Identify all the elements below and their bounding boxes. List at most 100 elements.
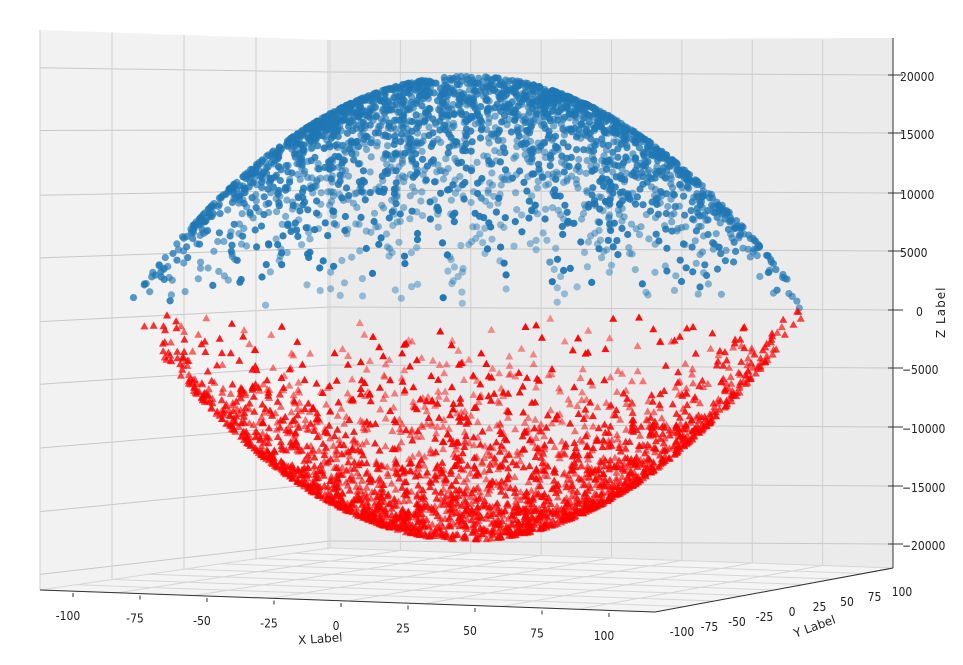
point-upper bbox=[286, 178, 294, 186]
point-lower bbox=[238, 385, 247, 393]
point-lower bbox=[550, 442, 559, 450]
point-lower bbox=[439, 444, 448, 453]
point-lower bbox=[496, 482, 505, 490]
point-upper bbox=[321, 219, 329, 227]
point-lower bbox=[331, 450, 340, 458]
point-lower bbox=[445, 513, 454, 521]
point-lower bbox=[267, 330, 276, 338]
point-lower bbox=[273, 463, 282, 471]
point-lower bbox=[326, 407, 335, 415]
point-lower bbox=[360, 425, 369, 434]
point-lower bbox=[611, 411, 620, 419]
point-lower bbox=[433, 511, 442, 520]
point-lower bbox=[398, 464, 407, 472]
point-upper bbox=[682, 264, 690, 272]
point-lower bbox=[461, 531, 470, 539]
point-lower bbox=[527, 472, 536, 481]
point-lower bbox=[415, 449, 423, 457]
point-lower bbox=[672, 421, 681, 429]
point-upper bbox=[753, 252, 761, 260]
point-upper bbox=[194, 275, 202, 283]
point-upper bbox=[388, 248, 396, 257]
point-upper bbox=[772, 266, 780, 274]
point-lower bbox=[231, 418, 240, 426]
point-lower bbox=[333, 411, 342, 419]
point-upper bbox=[460, 195, 468, 203]
point-lower bbox=[249, 392, 258, 400]
point-lower bbox=[352, 504, 361, 512]
point-lower bbox=[202, 314, 211, 322]
point-lower bbox=[332, 463, 341, 471]
point-lower bbox=[505, 450, 514, 458]
point-upper bbox=[663, 244, 671, 252]
point-upper bbox=[173, 240, 181, 248]
point-lower bbox=[259, 380, 268, 388]
point-lower bbox=[424, 413, 433, 421]
point-upper bbox=[469, 223, 477, 231]
point-lower bbox=[288, 461, 297, 469]
point-lower bbox=[355, 318, 364, 327]
point-lower bbox=[404, 507, 413, 515]
point-lower bbox=[757, 358, 766, 366]
point-lower bbox=[475, 392, 484, 401]
point-lower bbox=[529, 350, 538, 358]
point-lower bbox=[659, 446, 667, 454]
point-lower bbox=[302, 479, 311, 487]
point-upper bbox=[408, 118, 416, 126]
point-upper bbox=[437, 189, 445, 197]
point-upper bbox=[572, 133, 581, 141]
point-upper bbox=[385, 122, 393, 130]
point-upper bbox=[721, 215, 729, 223]
point-lower bbox=[163, 311, 171, 319]
point-lower bbox=[665, 444, 674, 452]
point-upper bbox=[294, 170, 302, 178]
point-upper bbox=[324, 232, 332, 240]
point-upper bbox=[511, 218, 519, 226]
point-lower bbox=[377, 492, 385, 500]
point-upper bbox=[456, 172, 464, 181]
point-lower bbox=[358, 476, 367, 484]
point-lower bbox=[390, 445, 399, 453]
point-lower bbox=[362, 493, 371, 501]
point-upper bbox=[479, 239, 487, 247]
z-grid-line bbox=[39, 540, 331, 575]
point-lower bbox=[464, 355, 473, 363]
point-upper bbox=[454, 273, 462, 281]
point-upper bbox=[539, 229, 547, 237]
point-lower bbox=[466, 492, 475, 500]
point-upper bbox=[367, 228, 375, 236]
point-upper bbox=[327, 134, 335, 142]
point-upper bbox=[409, 173, 417, 181]
point-lower bbox=[570, 383, 579, 391]
point-upper bbox=[713, 213, 721, 221]
point-lower bbox=[651, 437, 660, 445]
point-lower bbox=[314, 482, 323, 490]
point-upper bbox=[591, 141, 599, 149]
point-lower bbox=[581, 405, 590, 413]
point-upper bbox=[467, 167, 475, 175]
point-lower bbox=[683, 400, 692, 409]
point-upper bbox=[384, 142, 392, 150]
point-upper bbox=[357, 125, 365, 133]
point-lower bbox=[326, 476, 335, 484]
point-upper bbox=[681, 211, 689, 219]
point-lower bbox=[268, 411, 277, 419]
point-upper bbox=[296, 207, 304, 215]
point-lower bbox=[660, 386, 669, 394]
point-lower bbox=[412, 499, 421, 507]
point-upper bbox=[698, 248, 707, 256]
point-lower bbox=[570, 449, 579, 457]
point-lower bbox=[619, 389, 628, 397]
point-upper bbox=[426, 215, 434, 223]
point-lower bbox=[462, 524, 471, 532]
point-lower bbox=[200, 337, 209, 345]
point-lower bbox=[303, 463, 312, 471]
point-lower bbox=[461, 520, 470, 528]
point-lower bbox=[451, 452, 460, 460]
point-lower bbox=[286, 470, 295, 478]
point-upper bbox=[558, 222, 566, 231]
point-lower bbox=[218, 360, 227, 368]
point-upper bbox=[278, 261, 286, 269]
point-lower bbox=[553, 411, 562, 419]
point-lower bbox=[362, 469, 371, 477]
